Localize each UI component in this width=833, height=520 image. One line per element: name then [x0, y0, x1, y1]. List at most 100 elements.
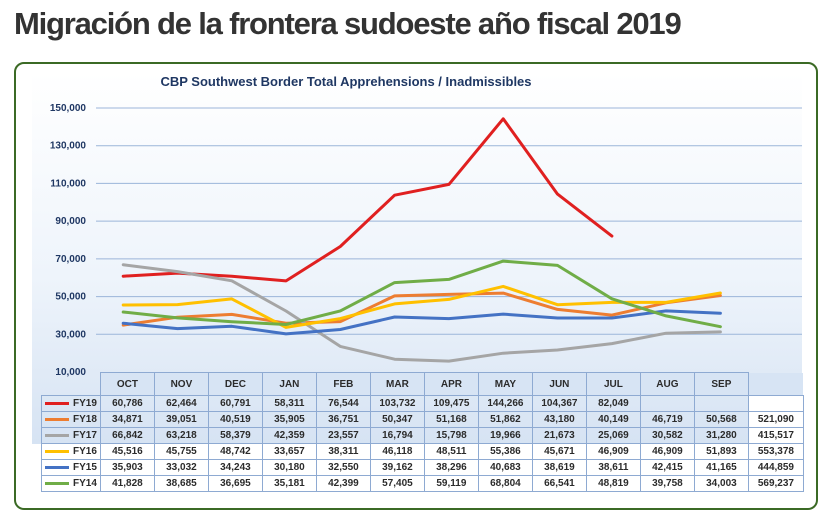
y-tick-label: 30,000 [55, 329, 86, 340]
x-category-label: JUL [585, 372, 641, 396]
data-cell: 25,069 [585, 427, 641, 444]
y-tick-label: 110,000 [50, 178, 86, 189]
legend-swatch [45, 401, 69, 405]
data-cell: 42,399 [315, 475, 371, 492]
series-line-fy19 [121, 117, 614, 283]
data-cell: 34,871 [99, 411, 155, 428]
x-category-label: NOV [153, 372, 209, 396]
data-cell: 41,165 [693, 459, 749, 476]
data-cell: 40,519 [207, 411, 263, 428]
data-cell: 42,415 [639, 459, 695, 476]
legend-entry: FY17 [41, 427, 101, 444]
total-cell: 444,859 [747, 459, 804, 476]
data-cell: 38,619 [531, 459, 587, 476]
data-cell: 38,311 [315, 443, 371, 460]
x-category-label: JUN [531, 372, 587, 396]
data-cell: 51,862 [477, 411, 533, 428]
data-cell: 51,893 [693, 443, 749, 460]
data-cell: 46,909 [585, 443, 641, 460]
y-tick-label: 50,000 [55, 292, 86, 303]
data-cell: 19,966 [477, 427, 533, 444]
table-corner [42, 373, 101, 396]
y-tick-label: 90,000 [55, 216, 86, 227]
x-category-label: MAY [477, 372, 533, 396]
legend-entry: FY14 [41, 475, 101, 492]
data-cell: 59,119 [423, 475, 479, 492]
series-name: FY18 [73, 414, 97, 425]
data-cell: 104,367 [531, 395, 587, 412]
data-cell: 38,611 [585, 459, 641, 476]
series-name: FY19 [73, 398, 97, 409]
data-cell: 109,475 [423, 395, 479, 412]
data-cell: 57,405 [369, 475, 425, 492]
data-cell: 16,794 [369, 427, 425, 444]
data-table: OCT NOV DEC JAN FEB MAR APR MAY JUN JUL AUG SEP FY19… [41, 372, 804, 492]
total-cell: 415,517 [747, 427, 804, 444]
table-row: FY17 66,842 63,218 58,379 42,359 23,557 16,794… [41, 427, 804, 444]
data-cell: 39,051 [153, 411, 209, 428]
data-cell: 55,386 [477, 443, 533, 460]
data-cell: 51,168 [423, 411, 479, 428]
x-category-label: DEC [207, 372, 263, 396]
data-cell: 50,568 [693, 411, 749, 428]
total-cell: 553,378 [747, 443, 804, 460]
data-cell: 46,719 [639, 411, 695, 428]
table-row: FY16 45,516 45,755 48,742 33,657 38,311 46,118… [41, 443, 804, 460]
table-row: FY18 34,871 39,051 40,519 35,905 36,751 50,347… [41, 411, 804, 428]
legend-entry: FY15 [41, 459, 101, 476]
table-row: FY19 60,786 62,464 60,791 58,311 76,544 103,73… [41, 395, 804, 412]
data-cell: 60,786 [99, 395, 155, 412]
legend-swatch [45, 465, 69, 469]
series-name: FY15 [73, 462, 97, 473]
data-cell: 38,296 [423, 459, 479, 476]
data-cell: 76,544 [315, 395, 371, 412]
y-tick-label: 70,000 [55, 254, 86, 265]
x-category-label: APR [423, 372, 479, 396]
data-cell: 33,032 [153, 459, 209, 476]
data-cell: 58,379 [207, 427, 263, 444]
data-cell: 21,673 [531, 427, 587, 444]
y-tick-label: 10,000 [55, 367, 86, 378]
data-cell: 36,695 [207, 475, 263, 492]
legend-swatch [45, 417, 69, 421]
total-column-header [748, 372, 804, 396]
data-cell: 34,243 [207, 459, 263, 476]
data-cell: 30,180 [261, 459, 317, 476]
data-cell: 48,511 [423, 443, 479, 460]
x-category-label: AUG [639, 372, 695, 396]
x-category-label: MAR [369, 372, 425, 396]
series-line-fy17 [121, 263, 722, 363]
data-cell: 62,464 [153, 395, 209, 412]
data-cell: 23,557 [315, 427, 371, 444]
data-cell: 63,218 [153, 427, 209, 444]
data-cell [693, 395, 749, 412]
series-name: FY16 [73, 446, 97, 457]
data-cell: 48,819 [585, 475, 641, 492]
data-cell: 42,359 [261, 427, 317, 444]
legend-swatch [45, 481, 69, 485]
data-cell: 36,751 [315, 411, 371, 428]
data-cell: 34,003 [693, 475, 749, 492]
data-cell: 35,181 [261, 475, 317, 492]
data-cell: 45,671 [531, 443, 587, 460]
page-title: Migración de la frontera sudoeste año fi… [14, 6, 682, 41]
data-cell: 50,347 [369, 411, 425, 428]
data-cell: 15,798 [423, 427, 479, 444]
data-cell [639, 395, 695, 412]
data-cell: 38,685 [153, 475, 209, 492]
table-row: FY15 35,903 33,032 34,243 30,180 32,550 39,162… [41, 459, 804, 476]
data-cell: 32,550 [315, 459, 371, 476]
x-category-label: FEB [315, 372, 371, 396]
data-cell: 45,516 [99, 443, 155, 460]
data-cell: 40,683 [477, 459, 533, 476]
data-cell: 39,162 [369, 459, 425, 476]
x-category-label: JAN [261, 372, 317, 396]
data-cell: 46,118 [369, 443, 425, 460]
chart-title: CBP Southwest Border Total Apprehensions… [160, 74, 531, 89]
data-cell: 43,180 [531, 411, 587, 428]
data-cell: 35,903 [99, 459, 155, 476]
total-cell: 569,237 [747, 475, 804, 492]
data-cell: 35,905 [261, 411, 317, 428]
legend-swatch [45, 449, 69, 453]
line-chart: CBP Southwest Border Total Apprehensions… [50, 74, 802, 378]
